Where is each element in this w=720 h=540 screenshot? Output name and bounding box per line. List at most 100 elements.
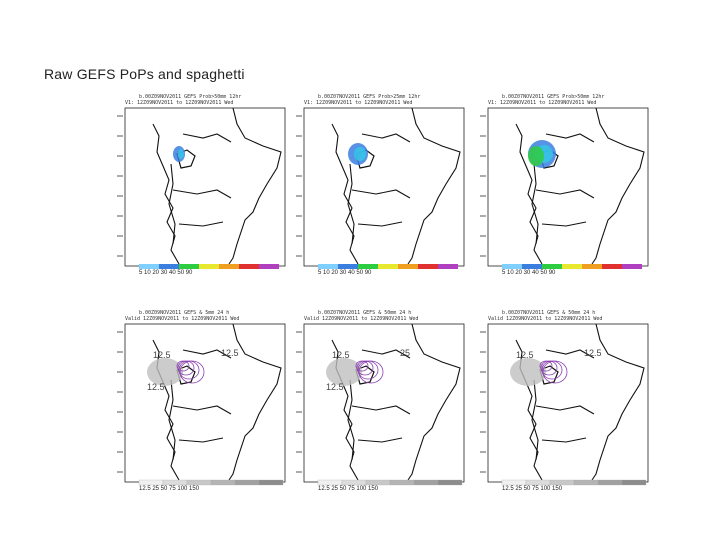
colorbar-swatch <box>622 264 642 269</box>
map-outlines <box>152 323 282 481</box>
coastline <box>407 323 461 481</box>
panel-header-line2: Valid 12Z09NOV2011 to 12Z09NOV2011 Wed <box>488 316 603 322</box>
rift-line <box>347 163 355 245</box>
colorbar-swatch <box>138 479 164 486</box>
contour-label: 12.5 <box>153 350 171 360</box>
lake-outline <box>176 365 196 385</box>
map-outlines <box>331 323 461 481</box>
colorbar-swatch <box>502 264 522 269</box>
panel-header-line2: Valid 12Z09NOV2011 to 12Z09NOV2011 Wed <box>125 316 240 322</box>
coastline <box>228 323 282 481</box>
colorbar-swatch <box>210 479 236 486</box>
colorbar-labels: 5 10 20 30 40 50 90 <box>139 270 193 276</box>
panel-header-line2: V1: 12Z09NOV2011 to 12Z09NOV2011 Wed <box>304 100 413 106</box>
map-outlines <box>515 107 645 265</box>
spaghetti-contour <box>542 360 568 384</box>
panel-header: b.00Z09NOV2011 GEFS Prob>50mm 12hr V1: 12… <box>113 94 289 106</box>
country-borders <box>535 349 595 443</box>
colorbar-swatch <box>522 264 542 269</box>
map-plot <box>296 323 465 486</box>
spaghetti-contour <box>355 360 369 372</box>
colorbar-swatch <box>317 479 343 486</box>
panel-header-line1: b.00Z07NOV2011 GEFS Prob>25mm 12hr <box>318 94 421 100</box>
panel-header-line2: V1: 12Z09NOV2011 to 12Z09NOV2011 Wed <box>125 100 234 106</box>
colorbar-swatch <box>418 264 438 269</box>
contour-label: 12.5 <box>332 350 350 360</box>
rift-line <box>531 379 539 461</box>
rift-line <box>168 163 176 245</box>
colorbar-swatch <box>365 479 391 486</box>
spaghetti-shaded-area <box>147 358 183 386</box>
colorbar-swatch <box>597 479 623 486</box>
country-borders <box>172 133 232 227</box>
colorbar-swatch <box>318 264 338 269</box>
panel-prob-1: b.00Z09NOV2011 GEFS Prob>50mm 12hr V1: 12… <box>113 94 289 282</box>
colorbar-swatch <box>139 264 159 269</box>
spaghetti-contour <box>176 360 190 372</box>
rift-line <box>347 379 355 461</box>
colorbar-swatch <box>234 479 260 486</box>
colorbar-labels: 12.5 25 50 75 100 150 <box>139 486 200 492</box>
colorbar-swatch <box>338 264 358 269</box>
map-plot <box>296 107 465 269</box>
colorbar-swatch <box>542 264 562 269</box>
contour-label: 12.5 <box>516 350 534 360</box>
map-plot <box>117 323 286 486</box>
country-borders <box>351 349 411 443</box>
spaghetti-contour <box>539 360 553 372</box>
contour-label: 12.5 <box>147 382 165 392</box>
colorbar-swatch <box>179 264 199 269</box>
colorbar-labels: 5 10 20 30 40 50 90 <box>502 270 556 276</box>
map-frame <box>124 323 286 483</box>
colorbar-swatch <box>501 479 527 486</box>
rift-line <box>531 163 539 245</box>
colorbar-swatch <box>239 264 259 269</box>
colorbar-labels: 5 10 20 30 40 50 90 <box>318 270 372 276</box>
panel-spaghetti-3: b.00Z07NOV2011 GEFS & 50mm 24 h Valid 12Z… <box>476 310 652 498</box>
colorbar-swatch <box>398 264 418 269</box>
colorbar-swatch <box>621 479 647 486</box>
colorbar-swatch <box>413 479 439 486</box>
panel-header: b.00Z07NOV2011 GEFS Prob>50mm 12hr V1: 12… <box>476 94 652 106</box>
colorbar-swatch <box>562 264 582 269</box>
contour-label: 25 <box>400 348 411 358</box>
colorbar-swatch <box>573 479 599 486</box>
lake-outline <box>355 365 375 385</box>
contour-label: 12.5 <box>326 382 344 392</box>
country-borders <box>172 349 232 443</box>
map-outlines <box>152 107 282 265</box>
spaghetti-contour <box>358 360 384 384</box>
panel-header-line1: b.00Z07NOV2011 GEFS Prob>50mm 12hr <box>502 94 605 100</box>
map-frame <box>124 107 286 267</box>
west-border <box>152 123 180 265</box>
map-frame <box>487 107 649 267</box>
probability-area <box>528 146 544 166</box>
colorbar-labels: 12.5 25 50 75 100 150 <box>502 486 563 492</box>
map-frame <box>303 107 465 267</box>
contour-label: 12.5 <box>584 348 602 358</box>
map-frame <box>303 323 465 483</box>
panel-header: b.00Z09NOV2011 GEFS & 5mm 24 h Valid 12Z0… <box>113 310 289 322</box>
colorbar-swatch <box>549 479 575 486</box>
panel-prob-3: b.00Z07NOV2011 GEFS Prob>50mm 12hr V1: 12… <box>476 94 652 282</box>
map-plot <box>480 107 649 269</box>
map-plot <box>117 107 286 269</box>
colorbar-swatch <box>437 479 463 486</box>
panel-header-line1: b.00Z07NOV2011 GEFS & 50mm 24 h <box>318 310 412 316</box>
panel-header-line2: Valid 12Z09NOV2011 to 12Z09NOV2011 Wed <box>304 316 419 322</box>
probability-area <box>178 149 184 159</box>
colorbar-swatch <box>219 264 239 269</box>
spaghetti-shaded-area <box>510 358 546 386</box>
lake-outline <box>176 149 196 169</box>
colorbar-swatch <box>199 264 219 269</box>
map-outlines <box>515 323 645 481</box>
colorbar-swatch <box>259 264 279 269</box>
colorbar-swatch <box>525 479 551 486</box>
colorbar-swatch <box>438 264 458 269</box>
country-borders <box>351 133 411 227</box>
coastline <box>591 323 645 481</box>
coastline <box>407 107 461 265</box>
map-plot <box>480 323 649 486</box>
map-outlines <box>331 107 461 265</box>
colorbar-swatch <box>358 264 378 269</box>
